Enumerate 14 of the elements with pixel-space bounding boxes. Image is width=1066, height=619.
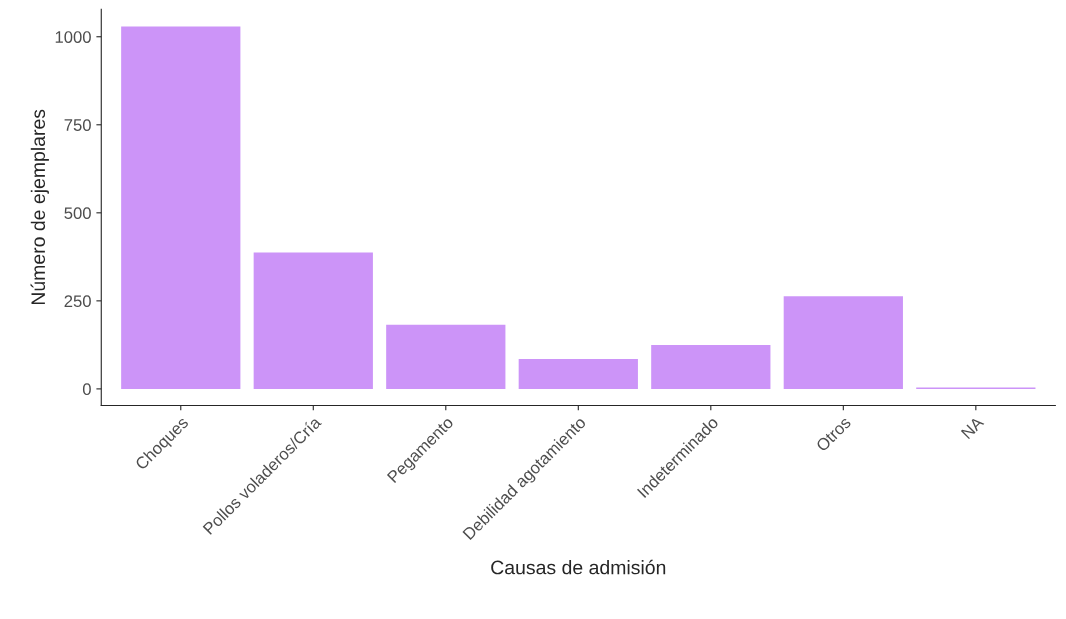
- bar: [651, 344, 771, 389]
- y-tick-label: 500: [64, 207, 91, 220]
- x-tick-label: NA: [960, 415, 985, 440]
- bar: [253, 252, 373, 389]
- bar: [386, 324, 506, 389]
- bar: [518, 358, 638, 389]
- y-tick-label: 0: [82, 383, 91, 396]
- y-axis-title: Número de ejemplares: [30, 109, 49, 305]
- y-tick-label: 750: [64, 119, 91, 131]
- bar: [783, 296, 903, 389]
- x-axis-title: Causas de admisión: [491, 559, 666, 575]
- y-tick-label: 1000: [55, 31, 91, 43]
- y-tick-label: 250: [64, 295, 91, 308]
- bar: [121, 26, 241, 389]
